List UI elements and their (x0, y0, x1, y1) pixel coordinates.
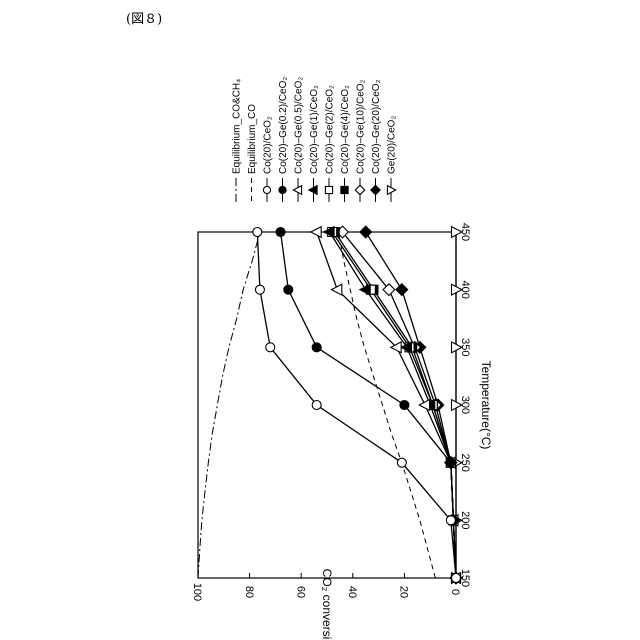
legend-label: Co(20)–Ge(10)/CeO₂ (356, 79, 367, 174)
x-axis-title: Temperature(°C) (479, 361, 493, 450)
legend-label: Co(20)–Ge(2)/CeO₂ (325, 85, 336, 174)
data-point (397, 458, 406, 467)
data-point (312, 343, 321, 352)
data-point (360, 284, 370, 295)
data-point (311, 227, 321, 238)
data-point (446, 516, 455, 525)
legend-marker (355, 185, 364, 194)
y-tick-label: 0 (449, 589, 461, 595)
legend-label: Co(20)–Ge(0.2)/CeO₂ (278, 77, 289, 174)
equilibrium-curve (198, 232, 260, 578)
legend-label: Ge(20)/CeO₂ (387, 116, 398, 174)
y-tick-label: 100 (191, 583, 203, 601)
legend-marker (309, 186, 317, 195)
legend-label: Co(20)–Ge(20)/CeO₂ (371, 79, 382, 174)
y-tick-label: 80 (243, 586, 255, 598)
legend-marker (325, 186, 332, 193)
data-point (312, 401, 321, 410)
legend-marker (387, 186, 395, 195)
data-point (396, 284, 408, 296)
plot-frame (198, 232, 456, 578)
legend-marker (341, 186, 348, 193)
data-point (255, 285, 264, 294)
y-tick-label: 40 (346, 586, 358, 598)
y-axis-title: CO₂ conversion(%) (320, 569, 334, 640)
data-point (253, 228, 262, 237)
data-point (452, 574, 461, 583)
legend-marker (293, 186, 301, 195)
y-tick-label: 20 (398, 586, 410, 598)
legend-label: Co(20)/CeO₂ (263, 116, 274, 174)
legend-label: Co(20)–Ge(4)/CeO₂ (340, 85, 351, 174)
legend-label: Equilibrium_CO (247, 104, 258, 174)
legend-marker (371, 185, 380, 194)
legend-label: Co(20)–Ge(0.5)/CeO₂ (294, 77, 305, 174)
legend-marker (263, 186, 270, 193)
data-point (266, 343, 275, 352)
legend-label: Co(20)–Ge(1)/CeO₂ (309, 85, 320, 174)
legend-label: Equilibrium_CO&CH₄ (232, 79, 243, 174)
data-point (360, 226, 372, 238)
data-point (419, 400, 429, 411)
y-tick-label: 60 (294, 586, 306, 598)
data-point (446, 458, 455, 467)
data-point (284, 285, 293, 294)
data-point (276, 228, 285, 237)
data-point (400, 401, 409, 410)
legend-marker (279, 186, 286, 193)
